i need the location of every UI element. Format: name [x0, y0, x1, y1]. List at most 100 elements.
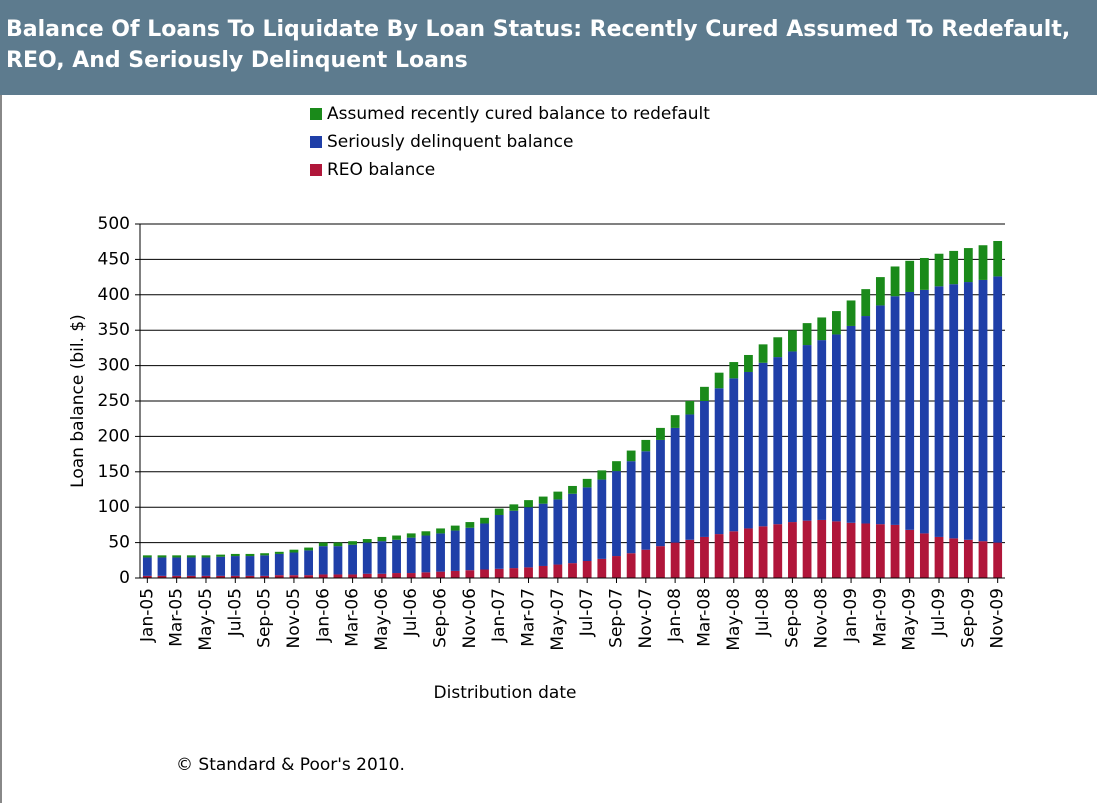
- bar-segment: [568, 493, 577, 564]
- bar-segment: [274, 551, 284, 554]
- bar-segment: [670, 542, 680, 578]
- bar-segment: [905, 260, 915, 292]
- x-tick-label: May-05: [196, 588, 216, 651]
- bar-segment: [714, 388, 724, 535]
- bar-segment: [216, 556, 226, 576]
- bar-segment: [524, 500, 533, 508]
- y-tick-label: 300: [98, 356, 130, 376]
- bar-segment: [612, 471, 621, 557]
- bar-segment: [304, 575, 313, 578]
- bar-segment: [817, 317, 827, 341]
- bar-segment: [553, 491, 563, 500]
- bar-segment: [362, 573, 372, 578]
- bar-segment: [832, 521, 841, 578]
- chart-title: Balance Of Loans To Liquidate By Loan St…: [0, 0, 1097, 95]
- bar-segment: [802, 345, 812, 521]
- x-tick-label: Nov-09: [988, 588, 1008, 649]
- bar-segment: [758, 344, 768, 363]
- source-note: © Standard & Poor's 2010.: [176, 755, 405, 775]
- x-tick-label: Sep-05: [255, 588, 275, 648]
- bar-segment: [905, 291, 915, 530]
- bar-segment: [612, 461, 621, 472]
- bar-segment: [758, 526, 768, 578]
- bar-segment: [817, 340, 827, 520]
- bar-segment: [729, 531, 739, 578]
- bar-segment: [216, 575, 226, 578]
- bar-segment: [392, 535, 401, 540]
- bar-segment: [597, 558, 607, 578]
- legend-swatch: [310, 164, 322, 176]
- bar-segment: [641, 451, 651, 550]
- bar-segment: [861, 289, 871, 317]
- bar-segment: [260, 553, 270, 556]
- bar-segment: [861, 523, 871, 578]
- x-tick-label: Jul-06: [401, 588, 421, 637]
- bar-segment: [509, 568, 519, 578]
- bar-segment: [377, 536, 387, 542]
- bar-segment: [201, 575, 211, 578]
- bar-segment: [729, 362, 739, 379]
- bar-segment: [832, 334, 841, 522]
- bar-segment: [788, 522, 797, 578]
- x-tick-label: Jan-05: [137, 588, 157, 643]
- bar-segment: [568, 563, 577, 578]
- bar-segment: [362, 542, 372, 574]
- bar-segment: [172, 557, 182, 576]
- bar-segment: [377, 541, 387, 574]
- y-tick-label: 150: [98, 462, 130, 482]
- bar-segment: [274, 575, 284, 578]
- x-tick-label: Mar-06: [343, 588, 363, 647]
- bar-segment: [245, 556, 255, 576]
- bar-segment: [685, 414, 695, 540]
- bar-segment: [157, 557, 167, 576]
- bar-segment: [773, 337, 783, 358]
- bar-segment: [377, 573, 387, 578]
- bar-segment: [348, 541, 357, 545]
- bar-segment: [700, 386, 709, 401]
- bar-segment: [392, 573, 401, 578]
- bar-segment: [406, 573, 416, 578]
- bar-segment: [626, 553, 636, 578]
- bar-segment: [582, 561, 592, 578]
- bar-segment: [318, 574, 328, 578]
- bar-segment: [846, 325, 856, 523]
- bar-segment: [274, 553, 284, 576]
- bar-segment: [670, 415, 680, 428]
- bar-segment: [568, 485, 577, 494]
- bar-segment: [186, 575, 196, 578]
- bar-segment: [656, 427, 665, 440]
- x-tick-label: Sep-06: [431, 588, 451, 648]
- bar-segment: [436, 533, 445, 572]
- bar-segment: [700, 536, 709, 578]
- bar-segment: [861, 316, 871, 524]
- bar-segment: [450, 570, 460, 578]
- bar-segment: [788, 330, 797, 352]
- bar-segment: [714, 534, 724, 578]
- bar-segment: [494, 568, 504, 578]
- bar-segment: [509, 504, 519, 511]
- bar-segment: [304, 547, 313, 551]
- bar-segment: [436, 528, 445, 534]
- bar-segment: [142, 575, 152, 578]
- bar-segment: [245, 553, 255, 557]
- x-tick-label: May-06: [372, 588, 392, 651]
- bar-segment: [919, 289, 929, 534]
- bar-segment: [670, 427, 680, 543]
- x-tick-label: Jan-08: [665, 588, 685, 643]
- bar-segment: [406, 533, 416, 538]
- bar-segment: [553, 564, 563, 578]
- x-tick-label: Jul-05: [225, 588, 245, 637]
- bar-segment: [626, 461, 636, 554]
- bar-segment: [612, 556, 621, 578]
- bar-segment: [538, 496, 548, 504]
- bar-segment: [890, 266, 900, 297]
- bar-segment: [436, 571, 445, 578]
- x-tick-label: Jul-09: [929, 588, 949, 637]
- y-tick-label: 400: [98, 285, 130, 305]
- x-tick-label: Jul-07: [577, 588, 597, 637]
- bar-segment: [744, 354, 753, 372]
- bar-segment: [582, 487, 592, 562]
- x-tick-label: Jan-06: [313, 588, 333, 643]
- bar-segment: [582, 478, 592, 488]
